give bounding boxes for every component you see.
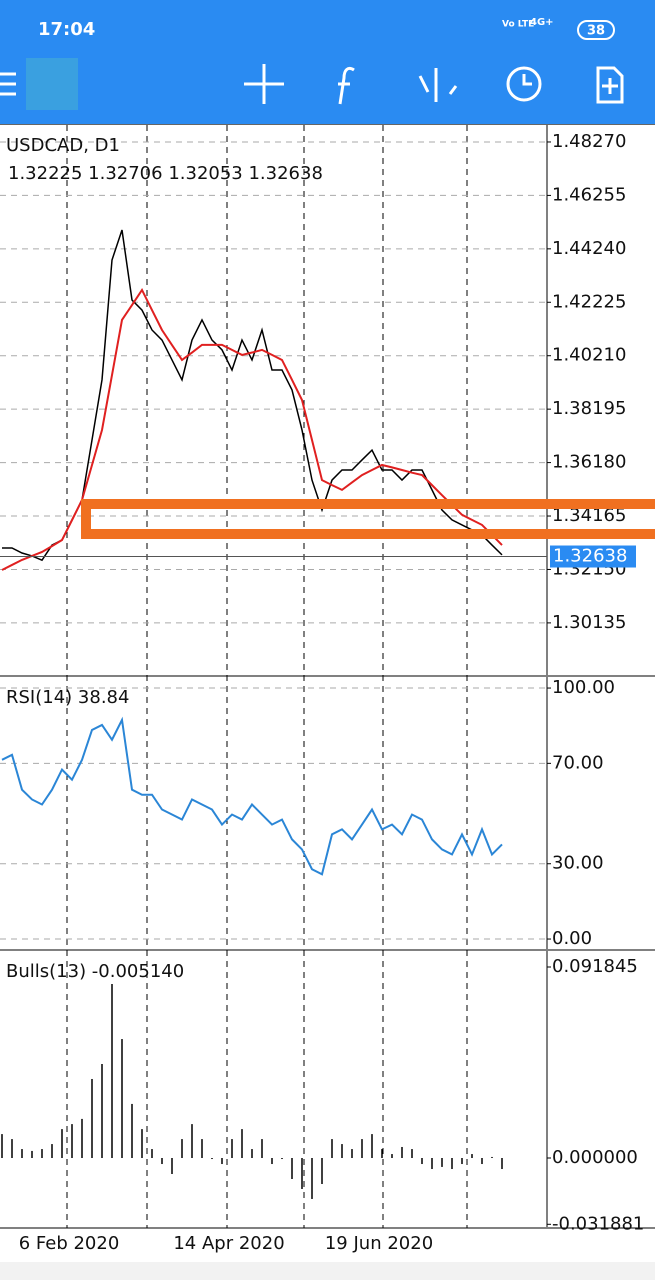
status-bar: 17:04 Vo LTE 4G+ 38 — [38, 17, 615, 40]
menu-button[interactable] — [0, 72, 16, 96]
y-tick-label: 1.44240 — [552, 238, 626, 259]
chart-title: RSI(14) 38.84 — [6, 687, 129, 708]
app-logo[interactable] — [26, 58, 78, 110]
drawn-rectangle — [81, 499, 655, 539]
y-tick-label: 1.38195 — [552, 398, 626, 419]
trade-button[interactable] — [418, 68, 458, 102]
subtitle: 1.32225 1.32706 1.32053 1.32638 — [8, 163, 323, 184]
x-tick-label: 6 Feb 2020 — [19, 1233, 120, 1254]
clock: 17:04 — [38, 19, 95, 40]
divider — [0, 124, 655, 125]
clock-hand — [522, 74, 532, 86]
chart-title: Bulls(13) -0.005140 — [6, 961, 184, 982]
chart-title: USDCAD, D1 — [6, 135, 120, 156]
battery: 38 — [587, 24, 605, 39]
y-tick-label: 30.00 — [552, 853, 604, 874]
y-tick-label: 1.48270 — [552, 131, 626, 152]
battery-icon — [577, 20, 615, 40]
y-tick-label: 1.36180 — [552, 452, 626, 473]
y-tick-label: 70.00 — [552, 752, 604, 773]
network: 4G+ — [530, 17, 554, 28]
y-tick-label: 0.00 — [552, 928, 592, 949]
timeframe-button[interactable] — [506, 66, 542, 102]
app-bar — [0, 0, 655, 124]
objects-button[interactable] — [596, 66, 624, 104]
series-line — [2, 229, 503, 562]
y-tick-label: 1.46255 — [552, 184, 626, 205]
y-tick-label: 100.00 — [552, 677, 615, 698]
indicators-button[interactable] — [338, 66, 355, 105]
y-tick-label: 1.42225 — [552, 291, 626, 312]
current-price-box — [550, 545, 636, 568]
toolbar — [0, 58, 624, 110]
x-tick-label: 19 Jun 2020 — [325, 1233, 433, 1254]
bottom-nav[interactable] — [0, 1262, 655, 1280]
volte: Vo LTE — [502, 20, 534, 30]
y-tick-label: 1.34165 — [552, 505, 626, 526]
y-tick-label: 0.000000 — [552, 1147, 638, 1168]
y-tick-label: -0.031881 — [552, 1213, 644, 1234]
series-line — [1, 287, 503, 571]
series-line — [1, 716, 503, 876]
current-price-label: 1.32638 — [553, 546, 627, 567]
y-tick-label: 0.091845 — [552, 956, 638, 977]
crosshair-button[interactable] — [244, 64, 284, 104]
y-tick-label: 1.30135 — [552, 612, 626, 633]
x-tick-label: 14 Apr 2020 — [173, 1233, 284, 1254]
y-tick-label: 1.40210 — [552, 345, 626, 366]
